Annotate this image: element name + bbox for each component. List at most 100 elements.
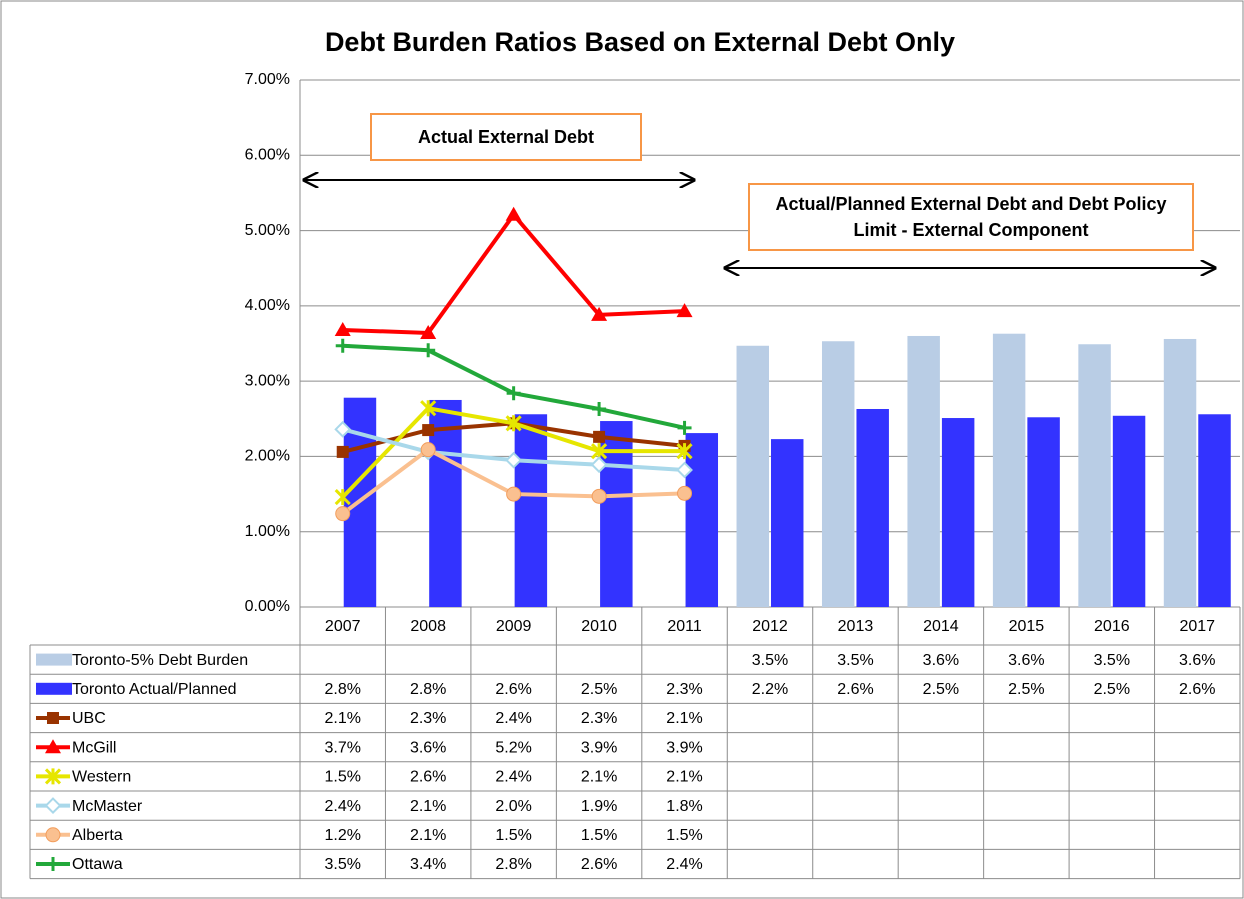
table-value: 2.6% bbox=[837, 681, 873, 698]
table-value: 3.5% bbox=[837, 652, 873, 669]
x-tick-label: 2017 bbox=[1179, 618, 1215, 635]
table-value: 1.5% bbox=[666, 827, 702, 844]
table-value: 2.4% bbox=[495, 710, 531, 727]
table-value: 2.4% bbox=[324, 798, 360, 815]
table-value: 1.9% bbox=[581, 798, 617, 815]
marker bbox=[676, 443, 693, 460]
marker bbox=[46, 857, 60, 871]
legend-label: Toronto-5% Debt Burden bbox=[72, 652, 248, 669]
table-value: 2.3% bbox=[666, 681, 702, 698]
marker bbox=[44, 797, 62, 815]
chart-title: Debt Burden Ratios Based on External Deb… bbox=[325, 27, 955, 57]
marker bbox=[592, 401, 607, 416]
legend-label: McMaster bbox=[72, 798, 143, 815]
table-value: 2.8% bbox=[410, 681, 446, 698]
marker bbox=[505, 451, 523, 469]
bar bbox=[514, 414, 548, 607]
marker bbox=[45, 739, 61, 754]
table-value: 2.4% bbox=[666, 856, 702, 873]
marker bbox=[44, 768, 62, 785]
y-tick-label: 0.00% bbox=[245, 598, 290, 615]
marker bbox=[506, 486, 522, 502]
table-value: 3.5% bbox=[324, 856, 360, 873]
x-tick-label: 2016 bbox=[1094, 618, 1130, 635]
table-value: 2.5% bbox=[1008, 681, 1044, 698]
legend-key bbox=[36, 682, 72, 695]
y-tick-label: 5.00% bbox=[245, 222, 290, 239]
marker bbox=[676, 461, 693, 479]
table-value: 2.5% bbox=[581, 681, 617, 698]
table-value: 2.8% bbox=[495, 856, 531, 873]
table-value: 2.1% bbox=[666, 710, 702, 727]
table-value: 3.9% bbox=[581, 739, 617, 756]
table-value: 3.7% bbox=[324, 739, 360, 756]
x-tick-label: 2014 bbox=[923, 618, 959, 635]
table-value: 3.6% bbox=[923, 652, 959, 669]
marker bbox=[45, 827, 61, 843]
marker bbox=[334, 489, 351, 506]
marker bbox=[505, 415, 522, 432]
legend-label: UBC bbox=[72, 710, 106, 727]
x-tick-label: 2008 bbox=[410, 618, 446, 635]
marker bbox=[47, 712, 59, 724]
bar bbox=[1163, 338, 1197, 607]
table-value: 2.1% bbox=[324, 710, 360, 727]
table-value: 2.1% bbox=[410, 827, 446, 844]
table-value: 1.8% bbox=[666, 798, 702, 815]
y-tick-label: 2.00% bbox=[245, 448, 290, 465]
marker bbox=[677, 485, 693, 501]
marker bbox=[334, 420, 352, 438]
table-value: 1.5% bbox=[324, 769, 360, 786]
table-value: 2.1% bbox=[410, 798, 446, 815]
legend-key bbox=[36, 653, 72, 666]
bar bbox=[992, 333, 1026, 607]
marker bbox=[420, 400, 437, 417]
marker bbox=[334, 321, 351, 336]
marker bbox=[591, 306, 608, 321]
bar bbox=[907, 335, 940, 607]
bar bbox=[1112, 415, 1146, 607]
bar bbox=[685, 433, 719, 607]
y-tick-label: 7.00% bbox=[245, 71, 290, 88]
marker bbox=[336, 445, 349, 458]
table-value: 3.4% bbox=[410, 856, 446, 873]
legend-label: Ottawa bbox=[72, 856, 123, 873]
table-value: 3.9% bbox=[666, 739, 702, 756]
marker bbox=[420, 442, 436, 458]
marker bbox=[420, 324, 437, 339]
y-tick-label: 3.00% bbox=[245, 372, 290, 389]
legend-label: McGill bbox=[72, 739, 116, 756]
table-value: 3.6% bbox=[1179, 652, 1215, 669]
table-value: 3.6% bbox=[1008, 652, 1044, 669]
x-tick-label: 2013 bbox=[838, 618, 874, 635]
table-value: 3.5% bbox=[1094, 652, 1130, 669]
y-tick-label: 6.00% bbox=[245, 147, 290, 164]
table-value: 2.3% bbox=[410, 710, 446, 727]
table-value: 2.6% bbox=[581, 856, 617, 873]
table-value: 1.2% bbox=[324, 827, 360, 844]
bar bbox=[856, 408, 889, 607]
x-tick-label: 2007 bbox=[325, 618, 361, 635]
x-tick-label: 2009 bbox=[496, 618, 532, 635]
table-value: 2.8% bbox=[324, 681, 360, 698]
data-table bbox=[29, 606, 1241, 880]
table-value: 2.1% bbox=[666, 769, 702, 786]
marker bbox=[591, 488, 607, 504]
annotation: Actual/Planned External Debt and Debt Po… bbox=[748, 183, 1194, 251]
bar bbox=[600, 421, 633, 607]
table-value: 2.6% bbox=[410, 769, 446, 786]
table-value: 2.1% bbox=[581, 769, 617, 786]
table-value: 2.5% bbox=[923, 681, 959, 698]
marker bbox=[505, 206, 522, 221]
marker bbox=[335, 338, 350, 353]
x-tick-label: 2010 bbox=[581, 618, 617, 635]
bar bbox=[1027, 417, 1060, 607]
legend-label: Alberta bbox=[72, 827, 123, 844]
annotation: Actual External Debt bbox=[370, 113, 642, 161]
table-value: 2.6% bbox=[1179, 681, 1215, 698]
bar bbox=[429, 399, 462, 607]
table-value: 1.5% bbox=[495, 827, 531, 844]
line bbox=[342, 211, 685, 335]
